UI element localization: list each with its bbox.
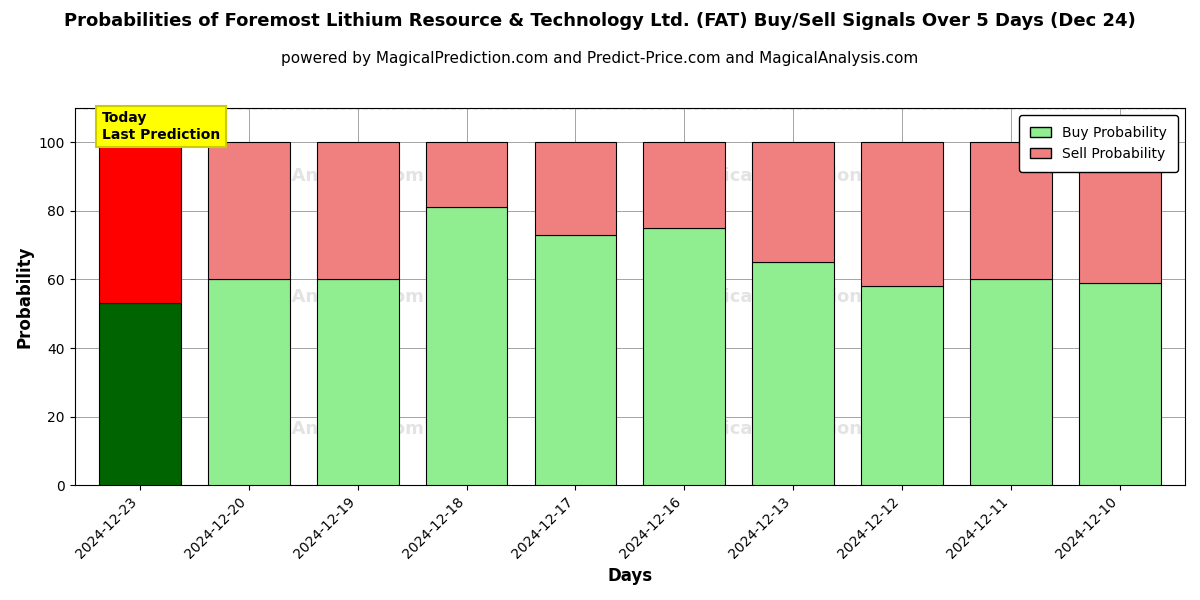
Bar [208, 280, 289, 485]
Bar [317, 142, 398, 280]
Bar [970, 142, 1051, 280]
Legend: Buy Probability, Sell Probability: Buy Probability, Sell Probability [1019, 115, 1178, 172]
X-axis label: Days: Days [607, 567, 653, 585]
Bar [317, 280, 398, 485]
Bar [643, 228, 725, 485]
Bar [100, 142, 181, 304]
Bar [862, 142, 943, 286]
Bar [862, 286, 943, 485]
Y-axis label: Probability: Probability [16, 245, 34, 348]
Bar [534, 142, 617, 235]
Text: MagicalPrediction.com: MagicalPrediction.com [682, 419, 911, 437]
Text: Today
Last Prediction: Today Last Prediction [102, 112, 220, 142]
Text: powered by MagicalPrediction.com and Predict-Price.com and MagicalAnalysis.com: powered by MagicalPrediction.com and Pre… [281, 51, 919, 66]
Text: Probabilities of Foremost Lithium Resource & Technology Ltd. (FAT) Buy/Sell Sign: Probabilities of Foremost Lithium Resour… [64, 12, 1136, 30]
Text: MagicalPrediction.com: MagicalPrediction.com [682, 287, 911, 305]
Bar [426, 142, 508, 208]
Bar [208, 142, 289, 280]
Bar [752, 262, 834, 485]
Text: MagicalAnalysis.com: MagicalAnalysis.com [214, 419, 424, 437]
Bar [643, 142, 725, 228]
Text: MagicalAnalysis.com: MagicalAnalysis.com [214, 287, 424, 305]
Bar [426, 208, 508, 485]
Bar [752, 142, 834, 262]
Bar [1079, 283, 1160, 485]
Bar [970, 280, 1051, 485]
Text: MagicalPrediction.com: MagicalPrediction.com [682, 167, 911, 185]
Text: MagicalAnalysis.com: MagicalAnalysis.com [214, 167, 424, 185]
Bar [534, 235, 617, 485]
Bar [1079, 142, 1160, 283]
Bar [100, 304, 181, 485]
